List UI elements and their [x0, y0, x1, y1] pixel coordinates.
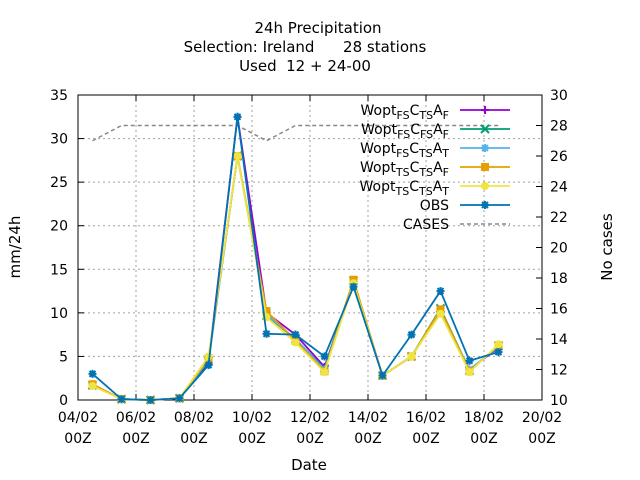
data-point [494, 348, 503, 357]
y2-tick-label: 12 [550, 363, 568, 379]
data-point [146, 396, 155, 404]
data-point [480, 124, 490, 134]
x-tick-label-date: 06/02 [116, 410, 156, 426]
data-point [117, 395, 126, 404]
legend: WoptFSCTSAFWoptFSCFSAFWoptFSCTSATWoptTSC… [360, 103, 510, 233]
data-point [436, 287, 445, 296]
x-tick-label-hour: 00Z [64, 431, 91, 447]
title-line-3: Used 12 + 24-00 [239, 57, 371, 75]
x-tick-label-date: 12/02 [290, 410, 330, 426]
legend-label: WoptFSCTSAT [360, 141, 449, 160]
title-line-1: 24h Precipitation [254, 19, 381, 37]
x-tick-label-date: 14/02 [348, 410, 388, 426]
data-point [481, 106, 489, 114]
data-point [320, 352, 329, 361]
series-obs [88, 112, 503, 404]
x-tick-label-hour: 00Z [296, 431, 323, 447]
x-tick-label-hour: 00Z [238, 431, 265, 447]
x-tick-label-date: 10/02 [232, 410, 272, 426]
data-point [291, 330, 300, 339]
x-axis-label: Date [291, 456, 327, 474]
y2-tick-label: 14 [550, 332, 568, 348]
data-point [407, 352, 416, 361]
data-point [88, 369, 97, 378]
data-point [494, 340, 503, 349]
data-point [204, 361, 213, 370]
legend-label: WoptTSCTSAT [360, 179, 450, 198]
data-point [233, 112, 242, 121]
y-tick-label: 10 [50, 306, 68, 322]
y2-tick-label: 30 [550, 88, 568, 104]
data-point [465, 368, 474, 377]
data-point [233, 152, 242, 160]
x-tick-label-hour: 00Z [122, 431, 149, 447]
data-point [291, 338, 300, 347]
y2-tick-label: 28 [550, 119, 568, 135]
y2-tick-label: 22 [550, 210, 568, 226]
x-tick-label-hour: 00Z [470, 431, 497, 447]
y2-tick-label: 16 [550, 302, 568, 318]
data-point [378, 371, 387, 380]
x-tick-label-hour: 00Z [528, 431, 555, 447]
y-axis-label: mm/24h [6, 216, 24, 279]
x-tick-label-date: 08/02 [174, 410, 214, 426]
chart-title: 24h Precipitation Selection: Ireland 28 … [184, 19, 427, 75]
legend-label-cases: CASES [403, 217, 449, 233]
legend-label: WoptFSCTSAF [361, 103, 449, 122]
x-tick-label-date: 20/02 [522, 410, 562, 426]
legend-label: WoptFSCFSAF [361, 122, 449, 141]
data-point [481, 182, 489, 190]
data-point [436, 309, 445, 318]
y2-tick-label: 26 [550, 149, 568, 165]
x-tick-label-date: 18/02 [464, 410, 504, 426]
y-tick-label: 30 [50, 132, 68, 148]
y2-tick-label: 10 [550, 393, 568, 409]
data-point [481, 163, 489, 171]
data-point [320, 368, 329, 377]
data-point [407, 330, 416, 339]
cases-line [92, 124, 499, 142]
data-point [262, 329, 271, 338]
y2-tick-label: 18 [550, 271, 568, 287]
ticks: 04/02 00Z 06/02 00Z 08/02 00Z 10/02 00Z 12/02 00Z… [50, 88, 568, 447]
data-point [465, 356, 474, 365]
data-point [175, 394, 184, 403]
data-point [436, 305, 445, 314]
y-tick-label: 25 [50, 175, 68, 191]
title-line-2: Selection: Ireland 28 stations [184, 38, 427, 56]
y-tick-label: 15 [50, 262, 68, 278]
y-tick-label: 35 [50, 88, 68, 104]
y-tick-label: 5 [59, 349, 68, 365]
legend-label: WoptTSCTSAF [360, 160, 449, 179]
data-point [88, 382, 97, 391]
data-point [481, 144, 489, 152]
y-tick-label: 20 [50, 219, 68, 235]
data-point [349, 282, 358, 291]
x-tick-label-hour: 00Z [412, 431, 439, 447]
x-tick-label-hour: 00Z [180, 431, 207, 447]
x-tick-label-hour: 00Z [354, 431, 381, 447]
y2-axis-label: No cases [598, 213, 616, 281]
series-group [87, 112, 504, 405]
data-point [481, 201, 489, 209]
legend-label: OBS [420, 198, 449, 214]
x-tick-label-date: 04/02 [58, 410, 98, 426]
y-tick-label: 0 [59, 393, 68, 409]
y2-tick-label: 20 [550, 241, 568, 257]
data-point [262, 307, 271, 316]
cases-series [92, 124, 499, 142]
y2-tick-label: 24 [550, 180, 568, 196]
x-tick-label-date: 16/02 [406, 410, 446, 426]
